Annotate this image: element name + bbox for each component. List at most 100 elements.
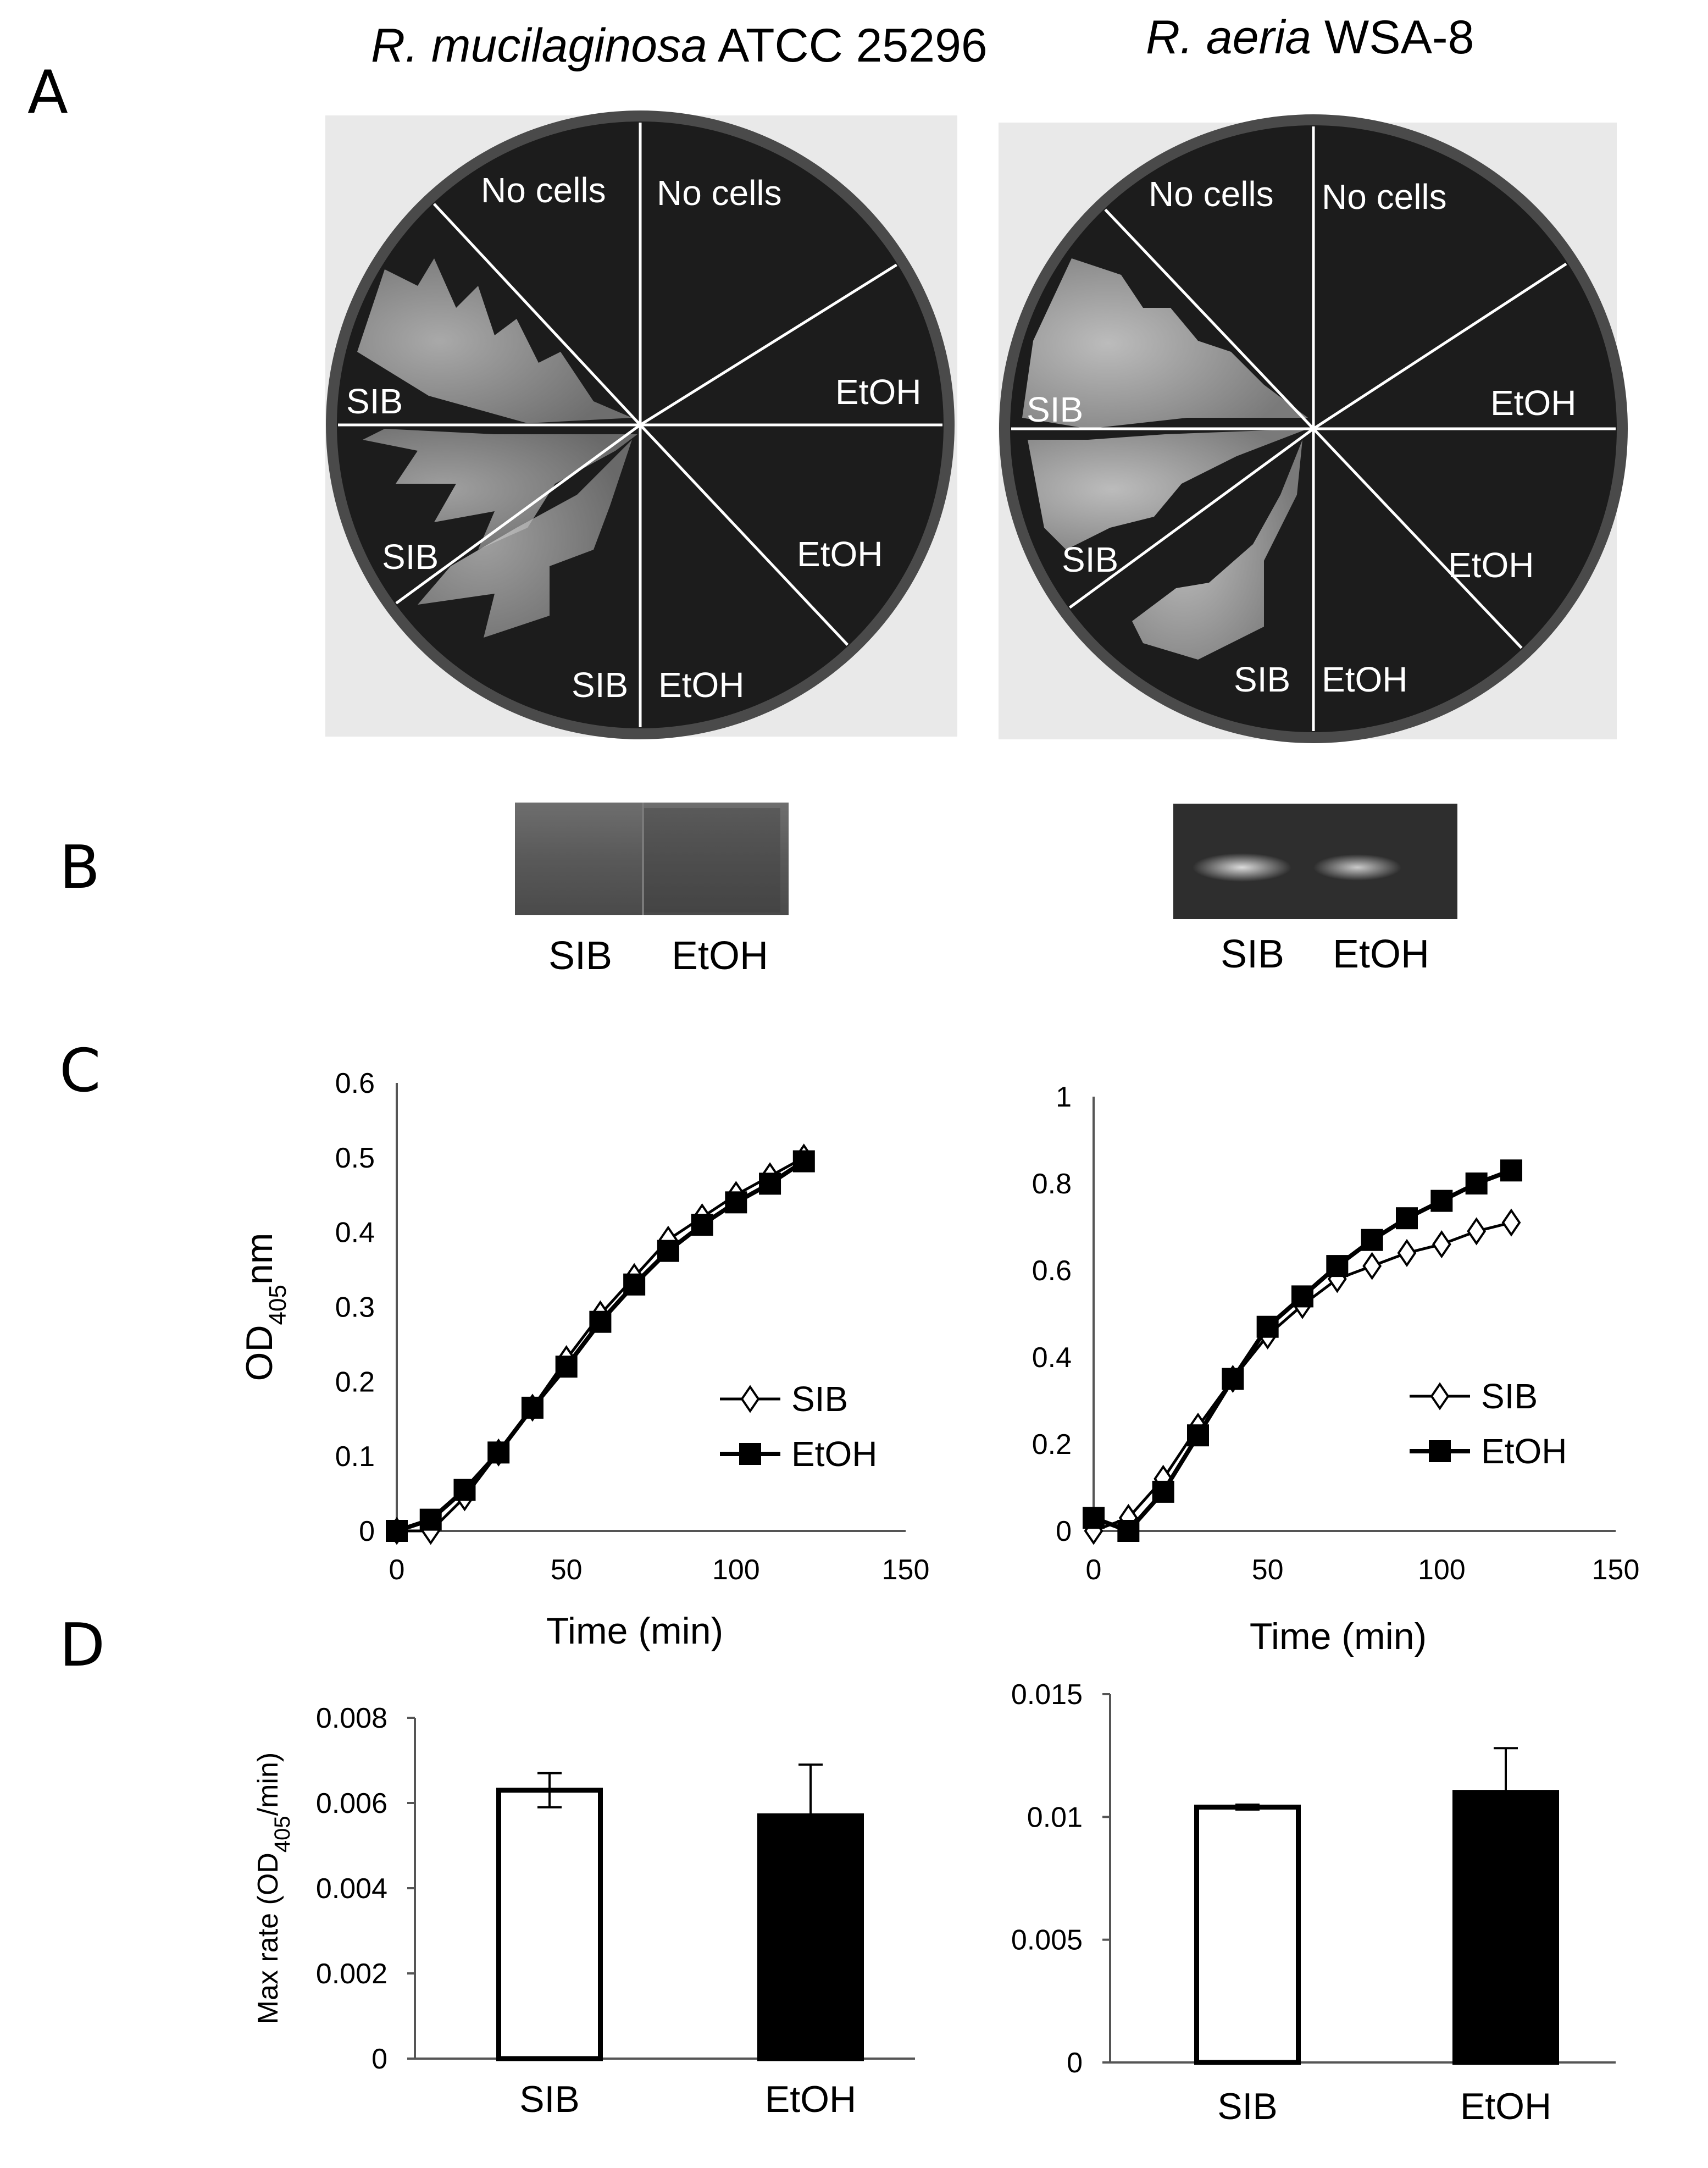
data-point-etoh [1083, 1507, 1105, 1529]
sector-divider [1312, 428, 1523, 650]
y-tick-label: 0.2 [335, 1366, 375, 1398]
data-point-etoh [725, 1191, 747, 1214]
gel-image [515, 803, 789, 915]
plate-label: EtOH [797, 534, 883, 574]
sector-divider [392, 423, 641, 607]
data-point-etoh [792, 1150, 815, 1173]
x-tick-label: 150 [1592, 1554, 1640, 1586]
legend-label: SIB [791, 1379, 848, 1419]
plate-label: EtOH [1322, 660, 1407, 699]
bar-sib [1194, 1804, 1301, 2065]
category-label: SIB [519, 2078, 580, 2120]
growth-streak [357, 258, 632, 423]
plate-label: EtOH [835, 372, 921, 412]
bar-sib [496, 1788, 603, 2061]
plate-label: SIB [1027, 390, 1083, 429]
sector-divider [639, 262, 900, 427]
panel-letter-d: D [59, 1611, 105, 1680]
data-point-etoh [1152, 1480, 1174, 1503]
y-tick-label: 0.002 [316, 1958, 387, 1990]
y-tick-label: 0.2 [1032, 1429, 1072, 1461]
y-tick-label: 0 [359, 1516, 375, 1547]
data-point-etoh [1117, 1520, 1140, 1542]
data-point-etoh [657, 1240, 679, 1262]
y-axis-title-main: Max rate (OD [252, 1852, 284, 2024]
series-line-sib [397, 1156, 805, 1533]
panel-letter-c: C [59, 1037, 101, 1105]
species-name-left: R. mucilaginosa [371, 19, 707, 72]
y-tick-label: 0.008 [316, 1702, 387, 1734]
data-point-etoh [1291, 1285, 1313, 1308]
category-label: EtOH [1460, 2086, 1551, 2127]
species-title-right: R. aeria WSA-8 [1146, 11, 1474, 64]
y-tick-label: 0.005 [1011, 1924, 1083, 1956]
bar-chart-d-left: 0 0.002 0.004 0.006 0.008 SIB EtOH Max rate (OD… [252, 1702, 915, 2120]
growth-streak [1028, 429, 1308, 550]
y-axis-title-sub: 405 [270, 1816, 295, 1852]
y-tick-label: 0 [1067, 2047, 1083, 2079]
gel-lane-label: EtOH [672, 934, 768, 978]
plate-label: EtOH [1490, 383, 1576, 423]
data-point-etoh [1361, 1229, 1383, 1251]
gel-lane-label: SIB [548, 934, 612, 978]
plate-right: No cells No cells EtOH EtOH SIB EtOH SIB… [999, 114, 1628, 743]
category-label: SIB [1217, 2086, 1278, 2127]
data-point-etoh [589, 1310, 612, 1333]
gel-lane-label: SIB [1221, 932, 1284, 976]
sector-divider [432, 202, 641, 426]
plate-label: No cells [1149, 174, 1274, 214]
legend-label: SIB [1481, 1376, 1538, 1416]
data-point-etoh [1500, 1159, 1522, 1182]
y-tick-label: 0.6 [335, 1068, 375, 1099]
y-tick-label: 0.4 [1032, 1342, 1072, 1374]
gel-band [1193, 853, 1291, 882]
y-tick-label: 0.5 [335, 1142, 375, 1174]
plate-label: No cells [657, 173, 782, 213]
x-tick-label: 0 [1086, 1554, 1102, 1586]
plate-label: SIB [382, 537, 439, 577]
species-strain-left: ATCC 25296 [707, 19, 988, 72]
line-chart-c-right: 0 0.2 0.4 0.6 0.8 1 0 50 100 150 Time (min) SIB EtOH [1032, 1081, 1640, 1657]
plate-label: EtOH [1448, 545, 1534, 585]
x-tick-label: 100 [1418, 1554, 1466, 1586]
data-point-sib [1467, 1217, 1487, 1246]
plate-label: EtOH [658, 665, 744, 705]
data-point-sib [1362, 1252, 1382, 1280]
growth-streak [1022, 258, 1308, 429]
gel-lane-shade [643, 808, 780, 912]
x-tick-label: 100 [712, 1554, 760, 1586]
y-axis-title: OD405nm [239, 1233, 291, 1381]
data-point-sib [1501, 1208, 1521, 1237]
species-name-right: R. aeria [1146, 11, 1311, 64]
plate-label: SIB [1062, 540, 1118, 579]
legend-label: EtOH [1481, 1431, 1567, 1471]
data-point-etoh [1256, 1315, 1279, 1338]
gel-lane-label: EtOH [1333, 932, 1429, 976]
plate-label: No cells [1322, 177, 1447, 217]
data-point-etoh [1326, 1255, 1349, 1277]
data-point-etoh [1430, 1190, 1453, 1212]
bar-chart-d-right: 0 0.005 0.01 0.015 SIB EtOH [1011, 1679, 1616, 2127]
bar-etoh [1452, 1790, 1559, 2065]
y-tick-label: 0.4 [335, 1217, 375, 1249]
legend-marker-sib [740, 1385, 760, 1413]
legend-marker-sib [1430, 1382, 1450, 1411]
y-axis-title-sub: 405 [264, 1285, 291, 1325]
data-point-etoh [419, 1508, 442, 1531]
species-strain-right: WSA-8 [1311, 11, 1474, 64]
y-tick-label: 0.1 [335, 1441, 375, 1473]
y-axis-title-tail: /min) [252, 1752, 284, 1816]
data-point-sib [1397, 1238, 1417, 1267]
legend-marker-etoh [739, 1443, 761, 1465]
y-tick-label: 0 [1056, 1516, 1072, 1547]
y-axis-title-main: OD [239, 1325, 280, 1381]
x-tick-label: 150 [882, 1554, 930, 1586]
plate-label: SIB [346, 381, 403, 421]
data-point-etoh [521, 1396, 544, 1419]
y-tick-label: 0.3 [335, 1292, 375, 1324]
legend-label: EtOH [791, 1434, 877, 1474]
sector-divider [639, 424, 850, 648]
line-chart-c-left: 0 0.1 0.2 0.3 0.4 0.5 0.6 0 50 100 150 Time (min) OD… [239, 1068, 929, 1652]
gel-right: SIB EtOH [1173, 804, 1457, 976]
x-axis-title: Time (min) [1250, 1616, 1427, 1657]
